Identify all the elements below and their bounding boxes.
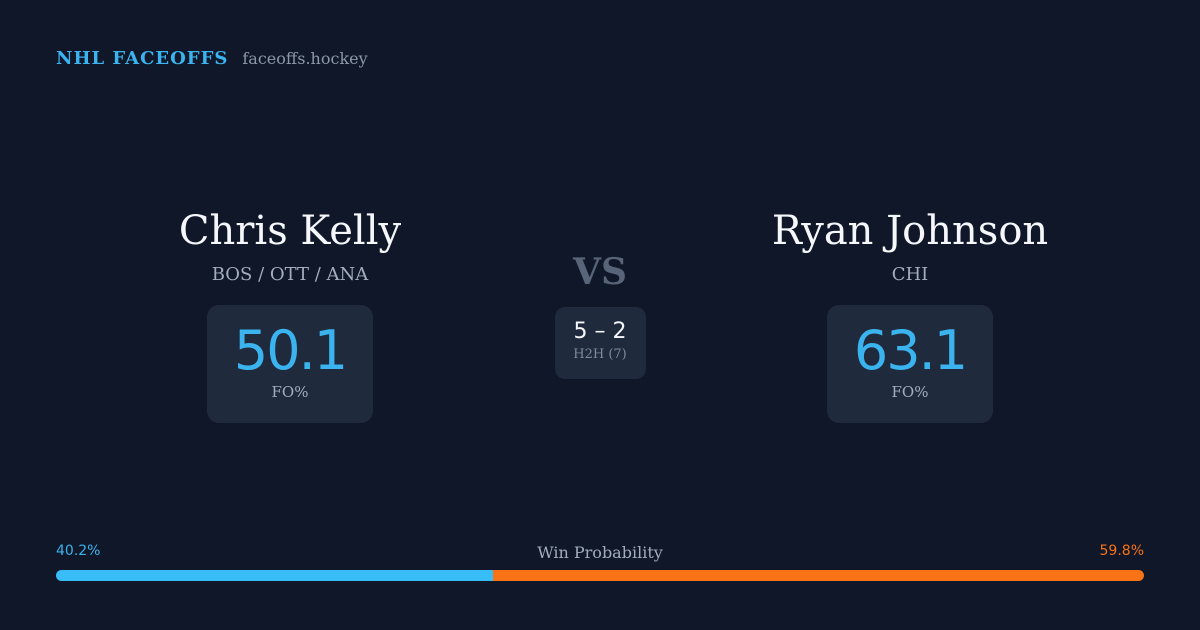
h2h-card: 5 – 2 H2H (7) <box>554 307 646 379</box>
player-right-fo-card: 63.1 FO% <box>827 305 993 423</box>
h2h-label: H2H (7) <box>573 347 627 362</box>
player-left: Chris Kelly BOS / OTT / ANA 50.1 FO% <box>80 205 500 423</box>
matchup-center: VS 5 – 2 H2H (7) <box>540 250 660 379</box>
win-prob-title: Win Probability <box>537 543 663 562</box>
player-right-fo-label: FO% <box>891 383 929 401</box>
win-prob-left-pct: 40.2% <box>56 543 101 559</box>
player-left-fo-value: 50.1 <box>233 319 348 382</box>
win-probability-labels: 40.2% Win Probability 59.8% <box>56 543 1144 563</box>
win-prob-right-fill <box>493 570 1144 581</box>
player-left-fo-label: FO% <box>271 383 309 401</box>
win-probability-bar <box>56 570 1144 581</box>
vs-label: VS <box>573 251 627 293</box>
player-left-fo-card: 50.1 FO% <box>207 305 373 423</box>
brand-title: NHL FACEOFFS <box>56 48 229 69</box>
player-right: Ryan Johnson CHI 63.1 FO% <box>700 205 1120 423</box>
brand-domain: faceoffs.hockey <box>242 49 368 68</box>
player-left-teams: BOS / OTT / ANA <box>211 264 369 285</box>
win-prob-right-pct: 59.8% <box>1099 543 1144 559</box>
h2h-score: 5 – 2 <box>573 319 627 344</box>
player-left-name: Chris Kelly <box>178 208 402 254</box>
player-right-name: Ryan Johnson <box>771 208 1049 254</box>
player-right-fo-value: 63.1 <box>853 319 968 382</box>
brand-header: NHL FACEOFFS faceoffs.hockey <box>56 48 368 69</box>
win-prob-left-fill <box>56 570 494 581</box>
player-right-teams: CHI <box>891 264 929 285</box>
